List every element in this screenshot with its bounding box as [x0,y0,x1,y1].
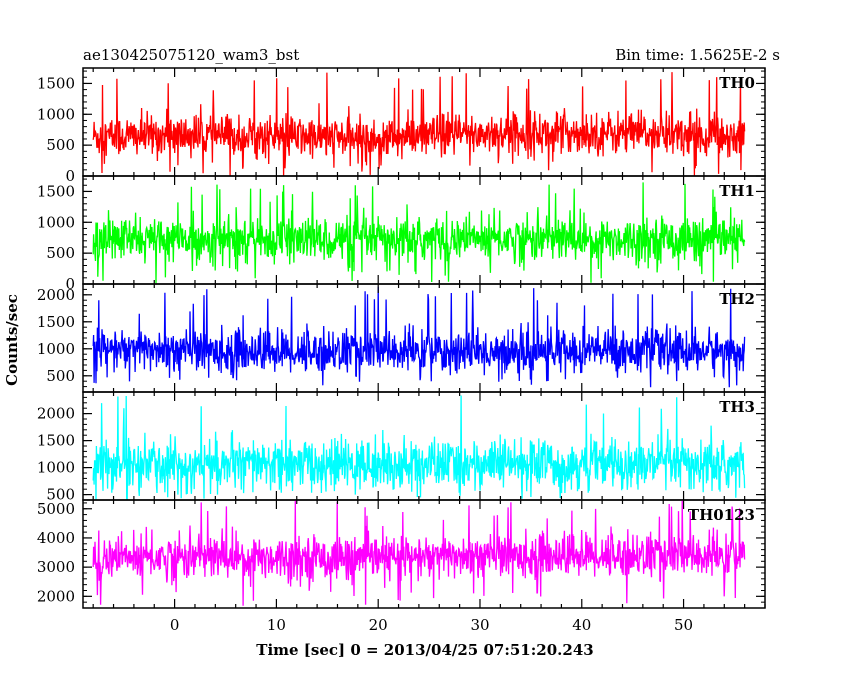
panel-label-th1: TH1 [719,182,755,200]
panel-th2: 500 1000 1500 2000 TH2 [37,283,766,393]
y-tick-label: 1500 [37,313,75,331]
panel-th0123: 2000 3000 4000 5000 TH0123 [37,499,766,609]
y-tick-label: 2000 [37,405,75,423]
x-tick-label: 0 [170,616,180,634]
y-tick-label: 1000 [37,213,75,231]
panel-frame [82,499,766,609]
x-axis-label: Time [sec] 0 = 2013/04/25 07:51:20.243 [256,641,593,659]
x-tick-label: 30 [470,616,489,634]
y-tick-label: 500 [46,136,75,154]
panel-label-th0123: TH0123 [688,506,755,524]
y-tick-label: 5000 [37,500,75,518]
series-line-th1 [92,182,746,284]
series-line-th0 [92,72,746,176]
y-tick-label: 3000 [37,558,75,576]
y-tick-label: 1500 [37,74,75,92]
y-tick-label: 1000 [37,340,75,358]
y-axis-label: Counts/sec [3,294,21,386]
y-tick-label: 1500 [37,182,75,200]
y-tick-label: 0 [65,167,75,185]
y-tick-label: 1000 [37,459,75,477]
y-tick-label: 500 [46,244,75,262]
panel-label-th2: TH2 [719,290,755,308]
y-tick-label: 1000 [37,105,75,123]
panel-th3: 500 1000 1500 2000 TH3 [37,391,766,504]
panel-label-th3: TH3 [719,398,755,416]
y-tick-label: 500 [46,367,75,385]
x-tick-label: 50 [674,616,693,634]
y-tick-label: 4000 [37,529,75,547]
series-line-th2 [92,286,746,388]
panel-label-th0: TH0 [719,74,755,92]
bin-time-label: Bin time: 1.5625E-2 s [615,46,780,64]
x-tick-label: 10 [267,616,286,634]
series-line-th3 [92,395,746,500]
panels-group: 0 500 1000 1500 TH0 0 500 1000 1500 TH1 500 1000 150… [37,67,766,609]
y-tick-label: 1500 [37,432,75,450]
y-tick-label: 2000 [37,587,75,605]
panel-th1: 0 500 1000 1500 TH1 [37,175,766,293]
chart-title: ae130425075120_wam3_bst [83,46,299,64]
y-tick-label: 2000 [37,286,75,304]
y-tick-label: 500 [46,486,75,504]
x-axis-ticks: 0 10 20 30 40 50 [170,616,693,634]
series-line-th0123 [92,500,746,606]
x-tick-label: 40 [572,616,591,634]
panel-th0: 0 500 1000 1500 TH0 [37,67,766,185]
x-tick-label: 20 [369,616,388,634]
y-tick-label: 0 [65,275,75,293]
